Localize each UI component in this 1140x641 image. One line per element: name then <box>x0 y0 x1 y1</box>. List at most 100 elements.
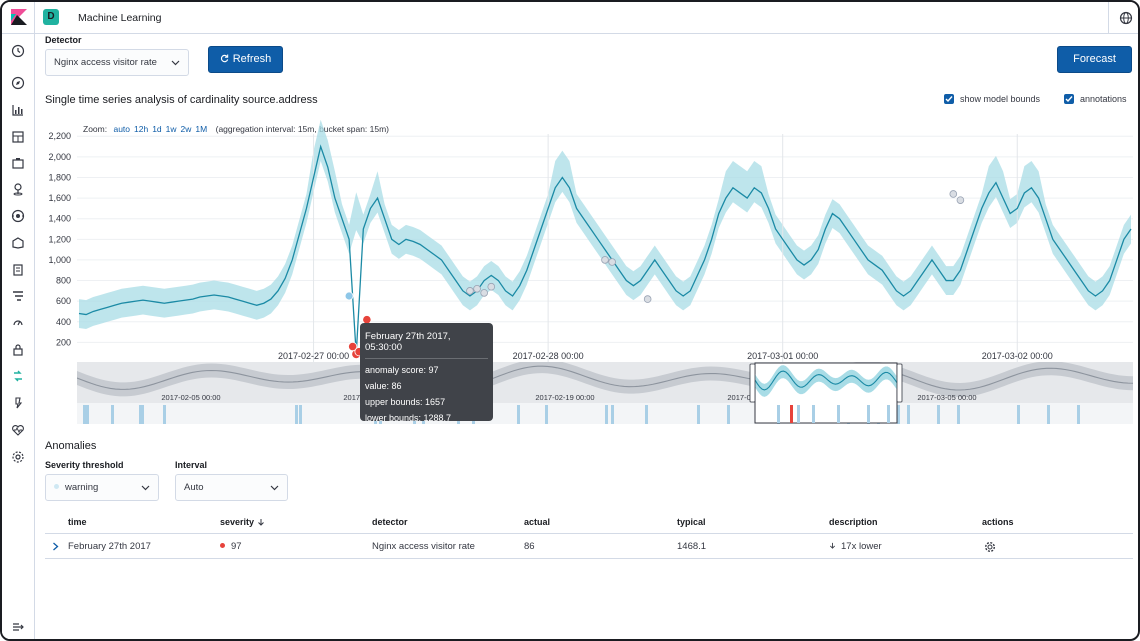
zoom-option-12h[interactable]: 12h <box>134 124 149 134</box>
row-severity-value: 97 <box>231 541 242 552</box>
brush-handle[interactable] <box>749 363 756 403</box>
y-tick-label: 2,000 <box>48 152 71 162</box>
zoom-option-auto[interactable]: auto <box>113 124 131 134</box>
tooltip-anomaly-score: anomaly score: 97 <box>365 365 439 375</box>
canvas-icon[interactable] <box>11 156 25 170</box>
anomaly-marker[interactable] <box>344 291 354 301</box>
swimlane-critical-cell <box>790 405 793 423</box>
zoom-option-1w[interactable]: 1w <box>165 124 177 134</box>
annotations-checkbox[interactable] <box>1064 94 1074 104</box>
swimlane-cell <box>1017 405 1020 424</box>
focus-chart[interactable]: 200 400 600 800 1,000 1,200 1,400 1,600 1,800 2,0… <box>35 120 1138 365</box>
brush-series-line <box>754 370 898 391</box>
collapse-menu-icon[interactable] <box>11 620 25 634</box>
swimlane-cell <box>797 405 800 423</box>
row-description: 17x lower <box>829 541 882 552</box>
anomalies-title: Anomalies <box>45 440 97 452</box>
visualize-icon[interactable] <box>11 103 25 117</box>
logs-icon[interactable] <box>11 263 25 277</box>
zoom-option-2w[interactable]: 2w <box>180 124 192 134</box>
column-header-typical[interactable]: typical <box>677 517 706 527</box>
interval-select[interactable]: Auto <box>175 474 288 501</box>
infrastructure-icon[interactable] <box>11 236 25 250</box>
machine-learning-icon[interactable] <box>11 209 25 223</box>
x-tick-label: 2017-03-02 00:00 <box>982 351 1053 361</box>
swimlane-cell <box>1047 405 1050 424</box>
y-tick-label: 1,000 <box>48 255 71 265</box>
y-tick-label: 2,200 <box>48 131 71 141</box>
monitoring-icon[interactable] <box>11 396 25 410</box>
forecast-button[interactable]: Forecast <box>1057 46 1132 73</box>
annotation-marker[interactable] <box>480 289 488 297</box>
tooltip-value: value: 86 <box>365 381 402 391</box>
table-row-divider <box>45 558 1133 559</box>
row-detector: Nginx access visitor rate <box>372 541 475 552</box>
expand-row-icon[interactable] <box>52 542 59 551</box>
detector-select[interactable]: Nginx access visitor rate <box>45 49 189 76</box>
swimlane-cell <box>295 405 298 424</box>
main-content: Detector Nginx access visitor rate Refre… <box>35 34 1138 639</box>
warning-dot-icon <box>54 484 59 489</box>
tooltip-upper-bounds: upper bounds: 1657 <box>365 397 446 407</box>
side-nav <box>2 34 35 639</box>
anomaly-marker[interactable] <box>348 341 358 352</box>
annotations-label[interactable]: annotations <box>1080 94 1127 104</box>
heartbeat-icon[interactable] <box>11 423 25 437</box>
checkmark-icon <box>945 96 953 103</box>
column-header-description[interactable]: description <box>829 517 878 527</box>
column-header-time[interactable]: time <box>68 517 87 527</box>
y-tick-label: 800 <box>56 276 71 286</box>
swimlane-cell <box>299 405 302 424</box>
help-globe-icon[interactable] <box>1119 11 1133 25</box>
swimlane-cell <box>727 405 730 424</box>
zoom-option-1m[interactable]: 1M <box>195 124 208 134</box>
column-header-actual[interactable]: actual <box>524 517 551 527</box>
annotation-marker[interactable] <box>956 196 965 204</box>
refresh-icon <box>220 54 228 63</box>
annotation-marker[interactable] <box>608 258 616 266</box>
swimlane-cell <box>697 405 700 424</box>
severity-threshold-label: Severity threshold <box>45 460 124 470</box>
siem-icon[interactable] <box>11 343 25 357</box>
brush-handle[interactable] <box>896 363 903 403</box>
uptime-icon[interactable] <box>11 316 25 330</box>
context-x-tick-label: 2017-02-19 00:00 <box>535 393 594 402</box>
show-model-bounds-checkbox[interactable] <box>944 94 954 104</box>
show-model-bounds-label[interactable]: show model bounds <box>960 94 1041 104</box>
gear-icon[interactable] <box>984 541 996 553</box>
annotation-marker[interactable] <box>643 295 652 303</box>
breadcrumb-title[interactable]: Machine Learning <box>78 12 162 24</box>
refresh-button-label: Refresh <box>232 53 272 65</box>
dev-tools-icon[interactable] <box>11 369 25 383</box>
annotation-marker[interactable] <box>487 282 496 291</box>
annotation-marker[interactable] <box>601 256 609 264</box>
apm-icon[interactable] <box>11 289 25 303</box>
checkmark-icon <box>1065 96 1073 103</box>
column-header-detector[interactable]: detector <box>372 517 408 527</box>
maps-icon[interactable] <box>11 182 25 196</box>
discover-icon[interactable] <box>11 76 25 90</box>
y-tick-label: 1,200 <box>48 234 71 244</box>
annotation-marker[interactable] <box>949 190 958 198</box>
swimlane-cell <box>545 405 548 424</box>
chevron-down-icon <box>270 485 279 490</box>
context-x-tick-label: 2017-03-05 00:00 <box>917 393 976 402</box>
annotation-marker[interactable] <box>466 287 474 295</box>
space-avatar[interactable]: D <box>43 9 59 25</box>
dashboard-icon[interactable] <box>11 130 25 144</box>
critical-dot-icon <box>220 543 225 548</box>
y-tick-label: 400 <box>56 317 71 327</box>
column-header-severity[interactable]: severity <box>220 517 265 527</box>
management-icon[interactable] <box>11 450 25 464</box>
recently-viewed-icon[interactable] <box>11 44 25 58</box>
forecast-button-label: Forecast <box>1073 53 1116 65</box>
zoom-option-1d[interactable]: 1d <box>152 124 162 134</box>
kibana-logo-icon[interactable] <box>11 9 27 25</box>
context-series-line <box>77 365 1133 391</box>
arrow-down-icon <box>830 542 835 549</box>
severity-threshold-select[interactable]: warning <box>45 474 159 501</box>
annotation-marker[interactable] <box>473 284 481 293</box>
refresh-button[interactable]: Refresh <box>208 46 283 73</box>
model-bounds-band <box>79 120 1131 329</box>
